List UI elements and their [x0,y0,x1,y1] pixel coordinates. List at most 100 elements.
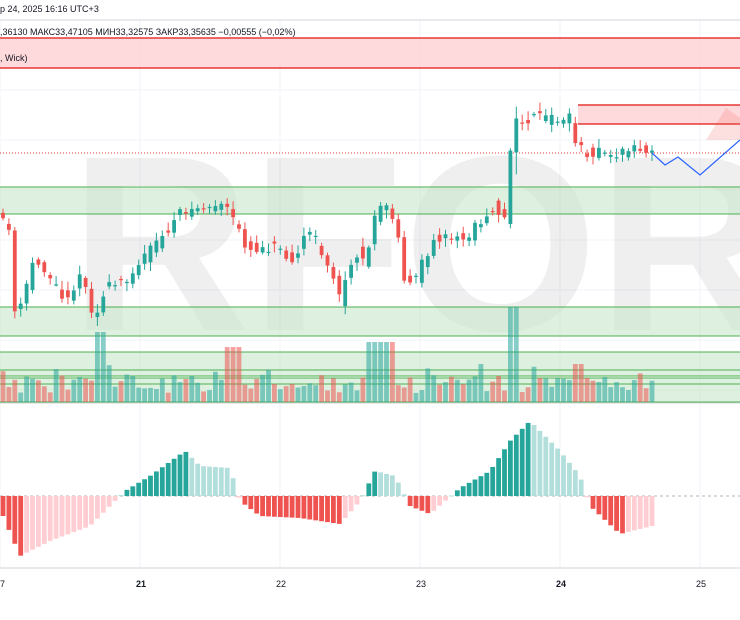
candle [555,116,560,126]
candle [36,257,41,269]
candle [425,253,430,275]
candle-body [455,236,460,241]
candle-body [579,142,584,146]
price-projection [651,108,740,176]
candle-body [620,148,625,155]
histogram-bar [130,486,136,496]
histogram-bar [360,495,366,497]
candle-body [18,303,23,309]
candle [414,272,418,284]
volume-bar [71,379,77,402]
volume-bar [525,387,531,402]
volume-bar [319,375,324,402]
candle-body [290,252,294,263]
volume-bar [401,387,407,402]
volume-bar [325,390,330,402]
histogram-bar [118,495,124,496]
volume-bar [614,382,619,402]
histogram-bar [319,496,324,522]
volume-bar [631,380,637,402]
volume-bar [508,307,513,402]
histogram-bar [443,496,448,501]
candle [372,210,377,251]
candle-body [585,153,589,157]
histogram-bar [390,475,395,496]
volume-bar [454,379,460,402]
histogram-bar [567,462,572,496]
volume-bar [390,342,395,402]
histogram-bar [631,496,637,531]
support-zone [0,187,740,214]
volume-bar [590,380,596,402]
volume-bar [295,387,301,402]
histogram-bar [230,478,236,496]
histogram-bar [283,496,289,518]
candle [7,218,11,236]
candle [644,142,648,158]
volume-bar [502,390,507,402]
candle-body [526,119,530,124]
candle [337,270,342,302]
volume-bar [626,389,631,402]
candle-body [166,230,171,233]
candle [290,244,294,265]
candle [520,114,525,131]
candle [620,146,625,162]
histogram-bar [218,467,224,496]
candle [142,244,147,270]
candle [201,203,206,214]
histogram-bar [466,482,472,496]
candlesticks[interactable] [1,102,654,326]
histogram-bar [478,476,484,496]
candle [396,214,401,243]
chart-datetime: р 24, 2025 16:16 UTC+3 [0,4,99,14]
volume-bar [596,382,602,402]
projection-line [651,139,740,176]
volume-bar [602,377,608,402]
histogram-bar [484,472,490,496]
candle [437,228,442,249]
histogram-bar [620,496,625,534]
candle-body [626,151,631,158]
candle [431,233,436,259]
candle [526,111,530,131]
histogram-bar [6,496,12,530]
histogram-bar [336,496,342,524]
volume-bar [301,385,307,402]
candle [266,243,271,256]
volume-bar [224,347,230,402]
candle-body [48,275,53,279]
histogram-bar [543,436,549,496]
histogram-bar [100,496,106,513]
histogram-bar [148,475,153,496]
volume-bar [313,385,319,402]
candle [77,265,82,297]
candle-body [207,206,212,209]
volume-bar [189,375,195,402]
volume-bar [218,379,224,402]
volume-bar [637,373,643,402]
volume-bar [77,377,83,402]
volume-bar [277,389,283,402]
histogram-bar [59,496,65,537]
candle-body [591,147,595,157]
candle-body [408,275,412,283]
candle-body [343,280,348,307]
time-axis-label: 22 [276,579,287,589]
histogram-bar [401,494,407,496]
candle [626,148,631,161]
volume-bar [437,384,442,402]
candle-body [54,284,58,286]
candle [538,102,542,120]
candle [71,285,76,305]
histogram-bar [649,496,655,526]
candle [449,233,454,245]
candle-body [549,114,554,125]
volume-bars [0,307,655,402]
candle-body [390,208,395,219]
candle-body [36,259,41,265]
candle-body [325,255,330,266]
candle [591,143,595,165]
histogram-bar [525,422,531,496]
